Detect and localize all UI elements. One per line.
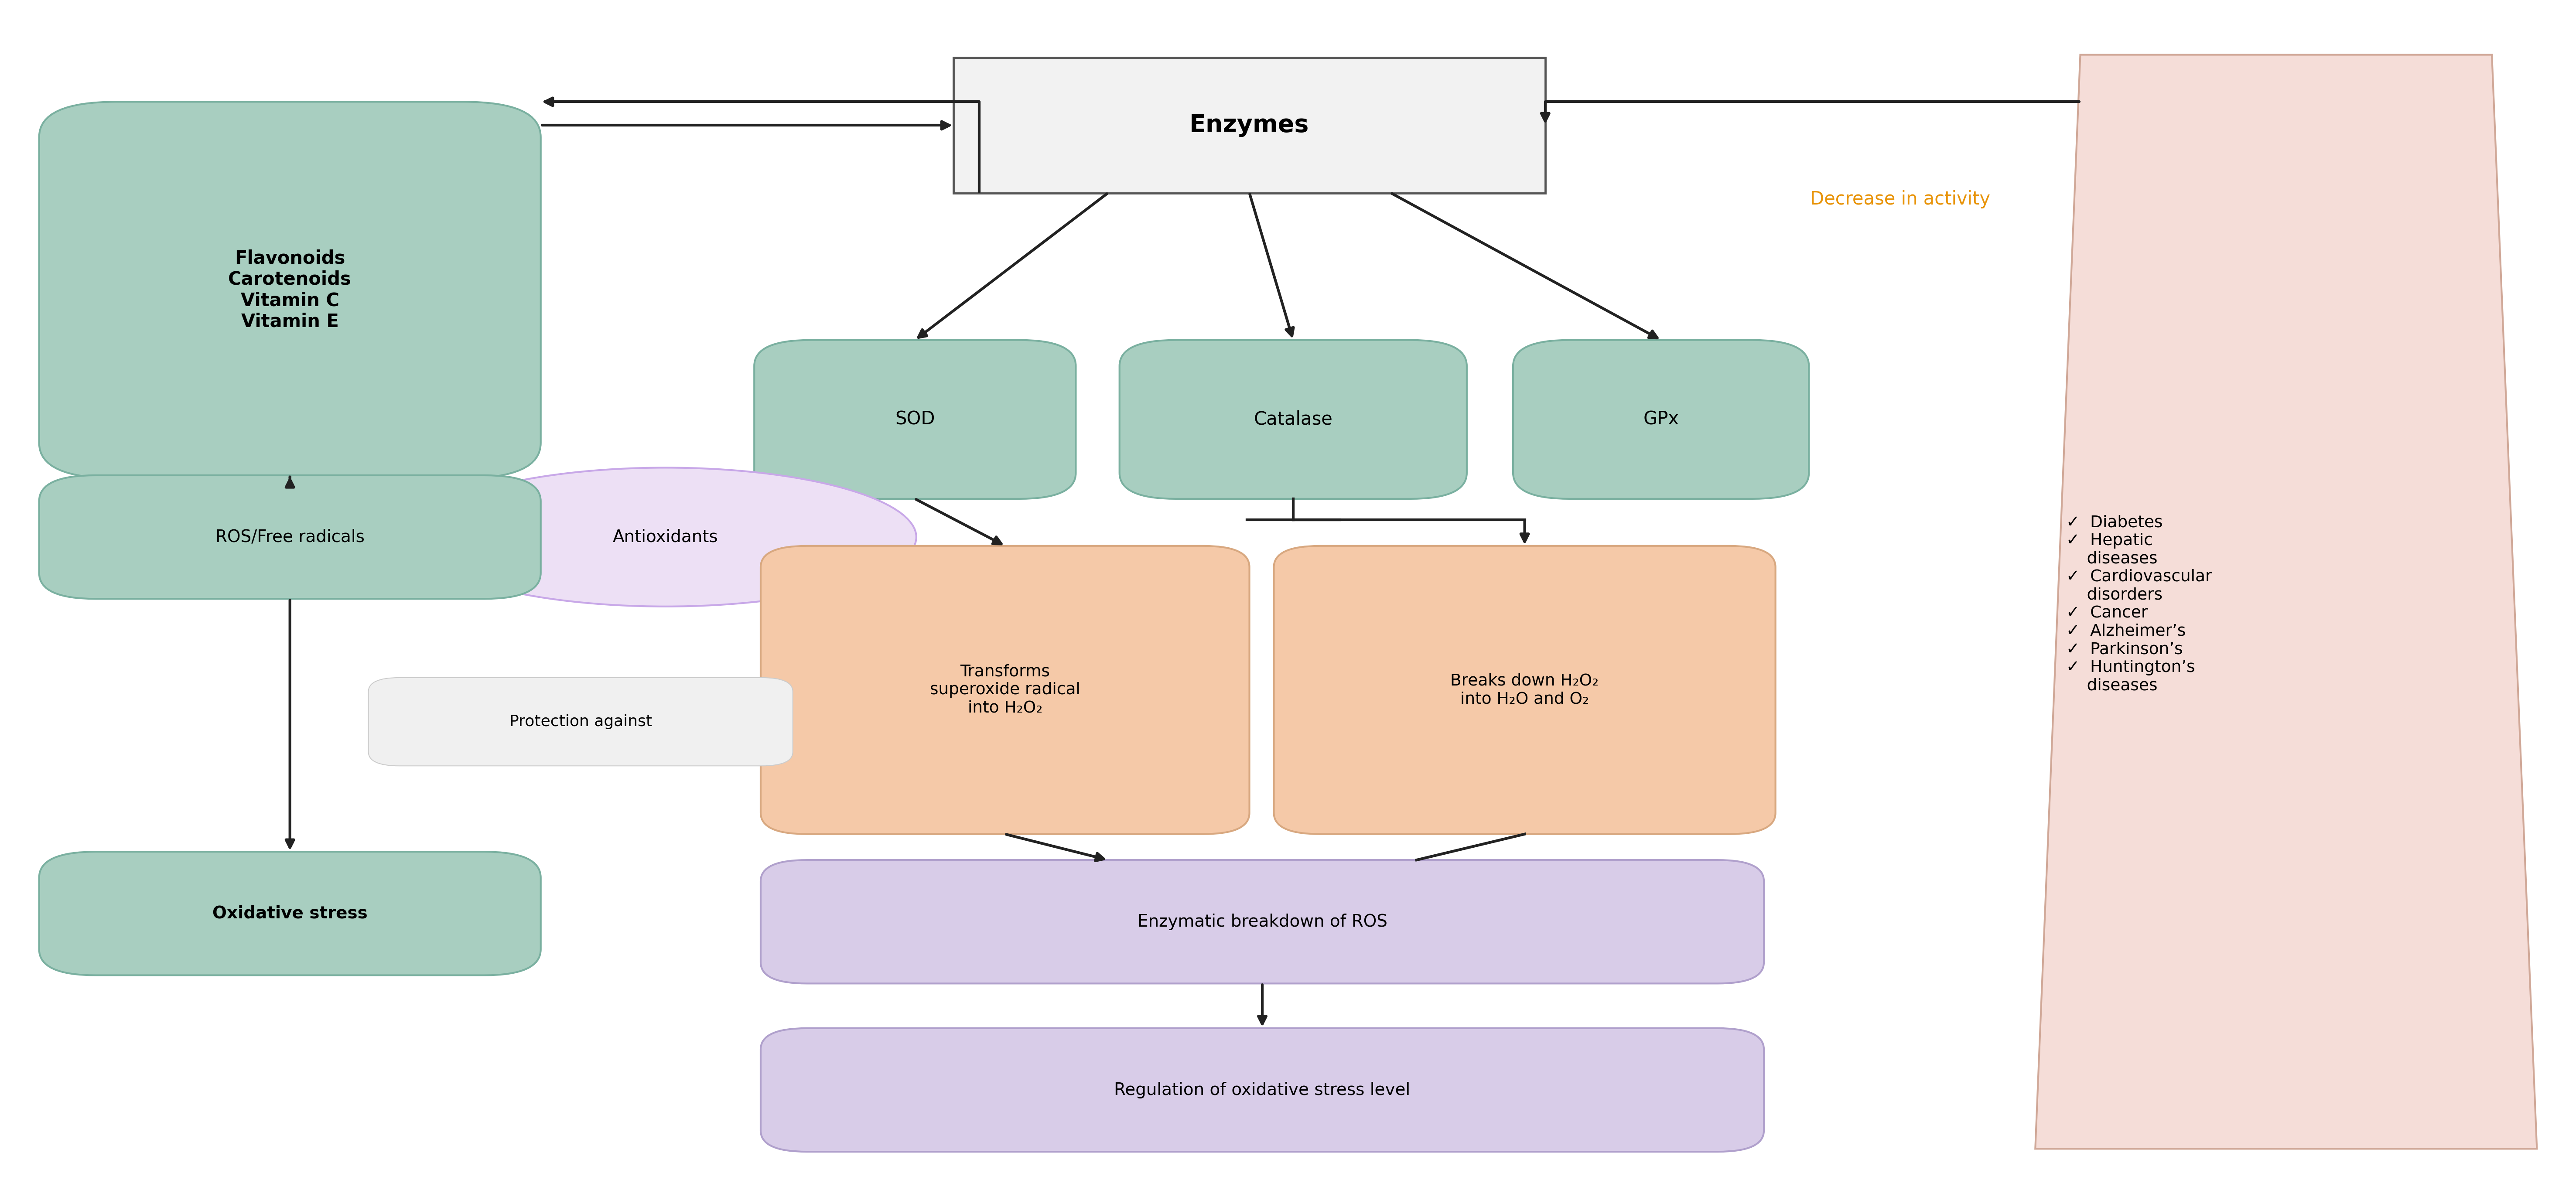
- FancyBboxPatch shape: [760, 860, 1765, 983]
- Text: Decrease in activity: Decrease in activity: [1811, 190, 1991, 209]
- FancyBboxPatch shape: [39, 852, 541, 975]
- Text: ROS/Free radicals: ROS/Free radicals: [216, 529, 363, 545]
- FancyBboxPatch shape: [39, 101, 541, 478]
- FancyBboxPatch shape: [755, 340, 1077, 499]
- FancyBboxPatch shape: [39, 476, 541, 598]
- FancyBboxPatch shape: [1275, 546, 1775, 834]
- Text: Breaks down H₂O₂
into H₂O and O₂: Breaks down H₂O₂ into H₂O and O₂: [1450, 673, 1600, 707]
- Text: ✓  Diabetes
✓  Hepatic
    diseases
✓  Cardiovascular
    disorders
✓  Cancer
✓ : ✓ Diabetes ✓ Hepatic diseases ✓ Cardiova…: [2066, 514, 2213, 694]
- Ellipse shape: [415, 467, 917, 607]
- Text: Flavonoids
Carotenoids
Vitamin C
Vitamin E: Flavonoids Carotenoids Vitamin C Vitamin…: [229, 249, 350, 330]
- Text: Enzymes: Enzymes: [1190, 113, 1309, 137]
- FancyBboxPatch shape: [1121, 340, 1466, 499]
- FancyBboxPatch shape: [760, 546, 1249, 834]
- Text: Regulation of oxidative stress level: Regulation of oxidative stress level: [1115, 1082, 1412, 1099]
- Text: Antioxidants: Antioxidants: [613, 529, 719, 545]
- Text: GPx: GPx: [1643, 411, 1680, 428]
- FancyBboxPatch shape: [368, 677, 793, 766]
- Bar: [953, 58, 1546, 194]
- Polygon shape: [2035, 54, 2537, 1149]
- Text: Enzymatic breakdown of ROS: Enzymatic breakdown of ROS: [1139, 913, 1388, 930]
- FancyBboxPatch shape: [1512, 340, 1808, 499]
- Text: Protection against: Protection against: [510, 714, 652, 729]
- Text: Catalase: Catalase: [1255, 411, 1332, 428]
- Text: Oxidative stress: Oxidative stress: [211, 905, 368, 922]
- FancyBboxPatch shape: [760, 1028, 1765, 1152]
- Text: SOD: SOD: [894, 411, 935, 428]
- Text: Transforms
superoxide radical
into H₂O₂: Transforms superoxide radical into H₂O₂: [930, 664, 1079, 716]
